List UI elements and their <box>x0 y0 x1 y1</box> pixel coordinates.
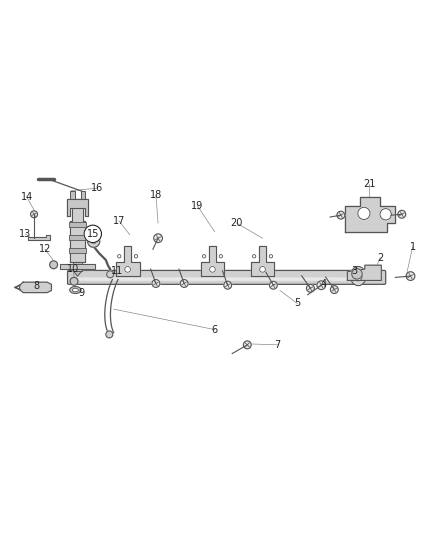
Text: 12: 12 <box>39 244 51 254</box>
Circle shape <box>70 277 78 285</box>
Text: 21: 21 <box>363 179 375 189</box>
Circle shape <box>91 239 96 244</box>
Circle shape <box>106 331 113 338</box>
Circle shape <box>107 271 114 278</box>
Text: 16: 16 <box>91 183 103 193</box>
Circle shape <box>269 281 277 289</box>
Text: 18: 18 <box>150 190 162 200</box>
Circle shape <box>210 266 215 272</box>
Circle shape <box>180 279 188 287</box>
Text: 1: 1 <box>410 242 416 252</box>
Polygon shape <box>73 271 82 276</box>
Text: 3: 3 <box>351 266 357 276</box>
Circle shape <box>84 225 102 243</box>
Circle shape <box>117 255 121 258</box>
Text: 8: 8 <box>33 281 39 291</box>
Text: 11: 11 <box>111 266 123 276</box>
Ellipse shape <box>350 266 366 286</box>
Circle shape <box>252 255 256 258</box>
Polygon shape <box>60 264 95 269</box>
Text: 7: 7 <box>275 340 281 350</box>
Text: 9: 9 <box>79 288 85 297</box>
Text: 13: 13 <box>19 229 32 239</box>
Text: 20: 20 <box>230 218 243 228</box>
Bar <box>70 191 74 199</box>
Circle shape <box>269 255 272 258</box>
Polygon shape <box>345 197 395 232</box>
Circle shape <box>224 281 232 289</box>
Text: 17: 17 <box>113 216 125 226</box>
Bar <box>69 222 86 228</box>
Ellipse shape <box>354 271 362 281</box>
Polygon shape <box>251 246 275 276</box>
Polygon shape <box>20 282 51 293</box>
Text: 6: 6 <box>212 325 218 335</box>
Ellipse shape <box>70 287 81 294</box>
Text: 4: 4 <box>320 279 326 289</box>
Circle shape <box>88 235 100 247</box>
Circle shape <box>406 272 415 280</box>
Circle shape <box>398 211 406 218</box>
Circle shape <box>330 286 338 294</box>
Circle shape <box>154 234 162 243</box>
FancyBboxPatch shape <box>73 277 381 281</box>
Circle shape <box>380 208 391 220</box>
Circle shape <box>307 284 314 292</box>
Circle shape <box>49 261 57 269</box>
Circle shape <box>152 279 160 287</box>
Bar <box>81 191 85 199</box>
Text: 2: 2 <box>377 253 383 263</box>
Polygon shape <box>116 246 140 276</box>
Polygon shape <box>201 246 224 276</box>
Circle shape <box>358 207 370 220</box>
Bar <box>69 248 86 254</box>
Text: 10: 10 <box>67 264 79 273</box>
Ellipse shape <box>72 288 78 292</box>
Polygon shape <box>347 265 381 280</box>
Circle shape <box>202 255 206 258</box>
Circle shape <box>337 211 345 219</box>
Circle shape <box>125 266 131 272</box>
Text: 14: 14 <box>21 192 33 202</box>
Bar <box>69 235 86 240</box>
Circle shape <box>352 269 362 279</box>
Circle shape <box>134 255 138 258</box>
Polygon shape <box>28 235 50 240</box>
Circle shape <box>244 341 251 349</box>
Polygon shape <box>73 262 82 271</box>
Polygon shape <box>67 199 88 216</box>
Text: 15: 15 <box>87 229 99 239</box>
Circle shape <box>260 266 265 272</box>
Text: 19: 19 <box>191 200 203 211</box>
Polygon shape <box>70 199 85 262</box>
Circle shape <box>219 255 223 258</box>
Circle shape <box>31 211 38 218</box>
FancyBboxPatch shape <box>67 270 386 284</box>
Circle shape <box>317 281 325 289</box>
Text: 5: 5 <box>294 298 300 309</box>
